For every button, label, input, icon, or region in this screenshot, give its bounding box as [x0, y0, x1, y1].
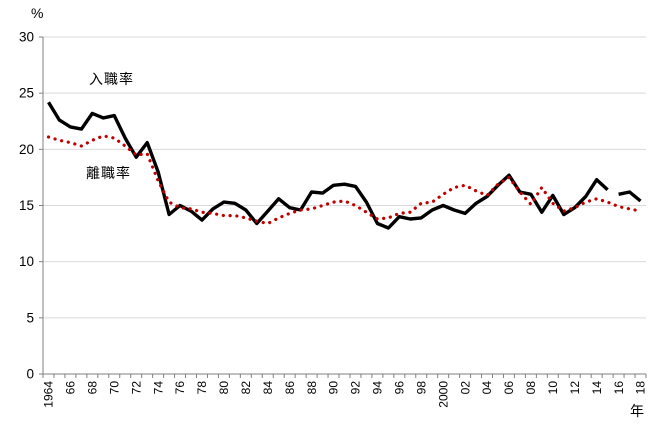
x-tick-label: 02 — [458, 381, 472, 395]
x-tick-label: 80 — [217, 381, 231, 395]
x-tick-label: 82 — [239, 381, 253, 395]
series-label-hiring-rate: 入職率 — [89, 71, 134, 87]
x-tick-label: 92 — [349, 381, 363, 395]
hiring-rate-line — [47, 101, 609, 230]
x-tick-label: 04 — [480, 381, 494, 395]
x-tick-label: 08 — [524, 381, 538, 395]
x-tick-label: 06 — [502, 381, 516, 395]
x-tick-label: 96 — [393, 381, 407, 395]
x-tick-label: 14 — [590, 381, 604, 395]
y-tick-label: 25 — [19, 86, 34, 101]
y-tick-label: 30 — [19, 30, 34, 45]
x-tick-label: 66 — [64, 381, 78, 395]
x-tick-label: 72 — [129, 381, 143, 395]
x-tick-label: 76 — [173, 381, 187, 395]
x-tick-label: 98 — [414, 381, 428, 395]
x-tick-label: 88 — [305, 381, 319, 395]
y-axis-unit-label: % — [31, 5, 44, 21]
y-tick-label: 5 — [26, 310, 34, 325]
x-axis-unit-label: 年 — [630, 403, 644, 419]
y-tick-label: 15 — [19, 198, 34, 213]
x-tick-label: 70 — [107, 381, 121, 395]
separation-rate-line — [46, 134, 643, 226]
series-label-separation-rate: 離職率 — [86, 165, 131, 181]
x-tick-label: 86 — [283, 381, 297, 395]
y-tick-label: 10 — [19, 254, 34, 269]
x-tick-label: 68 — [86, 381, 100, 395]
x-tick-label: 10 — [546, 381, 560, 395]
x-tick-label: 90 — [327, 381, 341, 395]
x-tick-label: 12 — [568, 381, 582, 395]
y-tick-label: 0 — [26, 367, 34, 382]
x-tick-label: 18 — [634, 381, 648, 395]
x-tick-label: 1964 — [42, 381, 56, 408]
x-tick-label: 2000 — [436, 381, 450, 408]
y-tick-label: 20 — [19, 142, 34, 157]
x-tick-label: 78 — [195, 381, 209, 395]
x-tick-label: 94 — [371, 381, 385, 395]
x-tick-label: 84 — [261, 381, 275, 395]
x-tick-label: 74 — [151, 381, 165, 395]
hiring-rate-line — [618, 190, 642, 203]
x-tick-label: 16 — [612, 381, 626, 395]
